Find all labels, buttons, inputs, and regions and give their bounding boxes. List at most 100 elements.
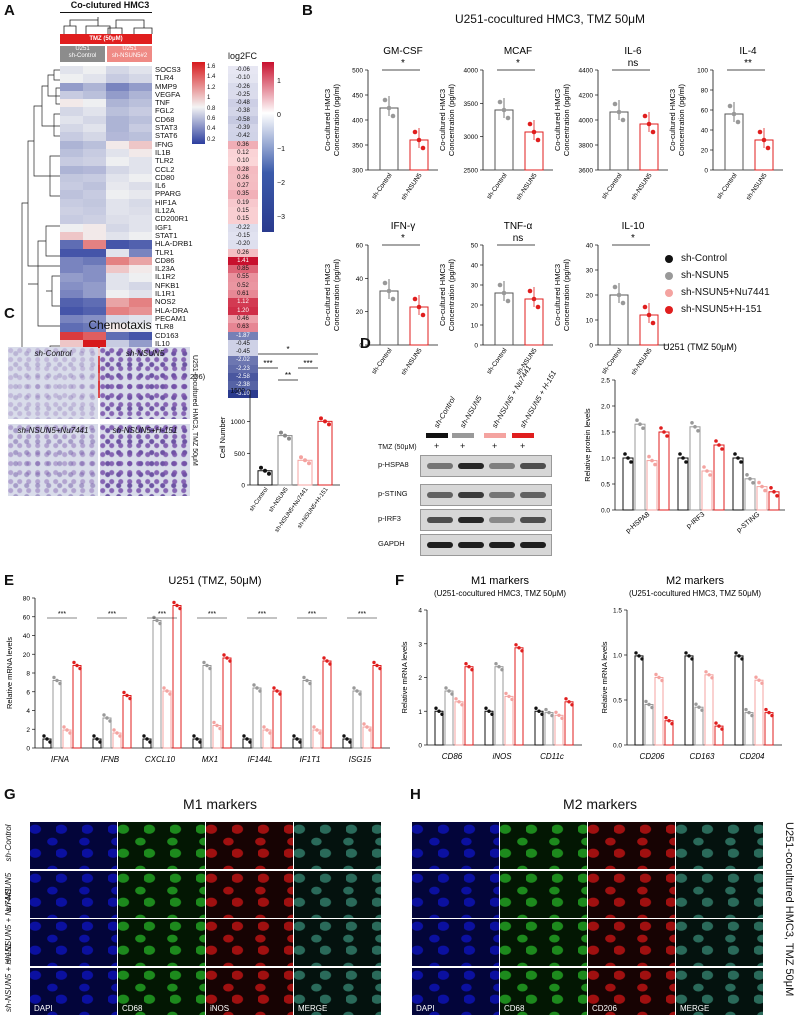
data-point: [322, 656, 326, 660]
cytokine-name: MCAF: [504, 46, 532, 57]
data-point: [95, 737, 99, 741]
heatmap-row: [60, 290, 152, 299]
significance-mark: *: [286, 345, 289, 354]
heatmap-cell: [60, 265, 83, 274]
western-row-label: GAPDH: [378, 539, 405, 548]
data-point: [245, 737, 249, 741]
heatmap-cell: [83, 265, 106, 274]
heatmap-cell: [83, 124, 106, 133]
data-point: [659, 426, 663, 430]
heatmap-cell: [106, 290, 129, 299]
data-point: [751, 481, 755, 485]
western-band: [427, 463, 453, 469]
data-point: [308, 681, 312, 686]
heatmap-cell: [129, 190, 152, 199]
y-tick-label: 0.5: [613, 698, 622, 705]
data-point: [295, 737, 299, 741]
data-point: [178, 606, 182, 611]
gene-label: IL1B: [155, 147, 171, 157]
y-axis-label: Relative mRNA levels: [400, 641, 409, 713]
bar: [277, 435, 293, 486]
heatmap-cell: [106, 339, 129, 349]
heatmap-cell: [60, 107, 83, 116]
data-point: [55, 678, 59, 683]
data-point: [629, 460, 633, 464]
data-point: [125, 693, 129, 698]
log2fc-cell: -0.58: [228, 115, 258, 125]
data-point: [460, 703, 464, 707]
if-image-m1: [206, 919, 293, 966]
log2fc-cell: 0.27: [228, 182, 258, 191]
bar: [302, 680, 312, 749]
gene-label: TLR2: [155, 156, 174, 166]
significance-mark: ***: [258, 611, 266, 618]
data-point: [416, 304, 422, 310]
heatmap-cell: [129, 215, 152, 224]
data-point: [564, 697, 568, 701]
cytokine-name: IL-10: [622, 221, 645, 232]
bar: [689, 426, 701, 511]
gene-label: CD80: [155, 172, 175, 182]
data-point: [775, 494, 779, 498]
if-image-m1: [118, 968, 205, 1015]
data-point: [500, 668, 504, 672]
gene-label: IL1R1: [155, 289, 176, 299]
data-point: [717, 724, 721, 728]
data-point: [447, 689, 451, 693]
heatmap-cell: [129, 74, 152, 83]
chart-title: U251 (TMZ 50μM): [663, 342, 737, 352]
data-point: [318, 731, 322, 735]
heatmap-cell: [129, 281, 152, 291]
heatmap-row: [60, 99, 152, 108]
y-tick-label: 50: [471, 243, 479, 250]
significance-mark: ***: [58, 611, 66, 618]
heatmap-cell: [83, 99, 106, 108]
data-point: [697, 705, 701, 709]
y-tick-label: 20: [23, 652, 31, 659]
bar: [724, 113, 744, 171]
bar: [658, 431, 670, 511]
significance-mark: ns: [513, 233, 524, 244]
data-point: [750, 713, 754, 718]
heatmap-row: [60, 190, 152, 199]
cytokine-name: IL-4: [739, 46, 757, 57]
x-tick-label: CD86: [442, 752, 463, 761]
chemotaxis-title: Chemotaxis: [88, 318, 152, 332]
log2fc-cell: 0.36: [228, 140, 258, 149]
x-tick-label: CD11c: [540, 752, 564, 761]
if-image-m2: [412, 822, 499, 869]
data-point: [620, 117, 626, 123]
data-point: [535, 304, 541, 310]
y-tick-label: 0: [418, 743, 422, 750]
heatmap-cell: [129, 140, 152, 149]
gene-label: PECAM1: [155, 313, 187, 323]
data-point: [108, 719, 112, 723]
log2fc-cell: 0.46: [228, 314, 258, 324]
data-point: [736, 456, 740, 460]
log2fc-cell: -0.26: [228, 82, 258, 91]
y-tick-label: 1000: [231, 419, 246, 426]
x-tick-label: iNOS: [492, 752, 512, 761]
y-tick-label: 30: [471, 283, 479, 290]
y-tick-label: 3800: [579, 143, 594, 150]
m2-images-title: M2 markers: [563, 796, 637, 812]
x-tick-label: p-HSPA8: [625, 511, 652, 535]
if-image-m1: [206, 968, 293, 1015]
western-band: [520, 492, 546, 498]
y-tick-label: 0: [589, 343, 593, 350]
y-axis-label: Co-cultured HMC3: [323, 264, 332, 326]
data-point: [62, 725, 66, 729]
data-point: [205, 663, 209, 668]
bar: [464, 666, 474, 746]
y-axis-label: Relative mRNA levels: [5, 637, 14, 709]
heatmap-row: [60, 74, 152, 83]
heatmap-cell: [129, 99, 152, 108]
data-point: [105, 716, 109, 720]
x-tick-label: sh-Control: [486, 172, 509, 201]
heatmap-cell: [129, 107, 152, 116]
if-image-m2: [500, 822, 587, 869]
chemotaxis-image: sh-NSUN5+H-151: [100, 424, 190, 496]
data-point: [450, 692, 454, 696]
heatmap-cell: [129, 323, 152, 332]
y-axis-label: Co-cultured HMC3: [553, 89, 562, 151]
